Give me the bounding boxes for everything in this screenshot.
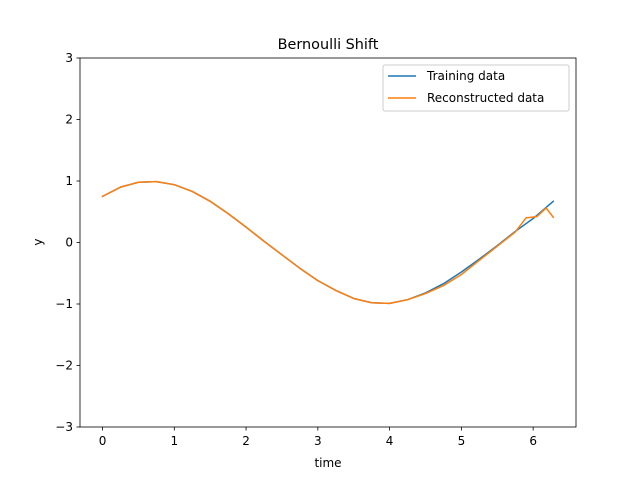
legend: Training data Reconstructed data (382, 64, 570, 112)
legend-box (382, 64, 570, 112)
y-tick-label: 0 (65, 236, 73, 250)
x-tick-label: 0 (99, 434, 107, 448)
y-tick-label: −1 (55, 297, 73, 311)
y-tick-label: 2 (65, 113, 73, 127)
y-tick-label: −3 (55, 420, 73, 434)
legend-label-reconstructed: Reconstructed data (427, 91, 544, 105)
plot-lines (101, 180, 555, 305)
x-axis-ticks: 0 1 2 3 4 5 6 (99, 427, 537, 448)
x-tick-label: 3 (314, 434, 322, 448)
x-axis-label: time (314, 456, 341, 470)
y-tick-label: −2 (55, 359, 73, 373)
axes-frame (79, 57, 577, 428)
x-tick-label: 4 (386, 434, 394, 448)
legend-label-training: Training data (426, 69, 505, 83)
x-tick-label: 6 (529, 434, 537, 448)
y-tick-label: 1 (65, 174, 73, 188)
x-tick-label: 5 (458, 434, 466, 448)
y-axis-label: y (31, 238, 45, 245)
x-tick-label: 2 (242, 434, 250, 448)
y-axis-ticks: −3 −2 −1 0 1 2 3 (55, 51, 80, 434)
x-tick-label: 1 (170, 434, 178, 448)
y-tick-label: 3 (65, 51, 73, 65)
series-line-reconstructed (101, 180, 555, 305)
chart-title: Bernoulli Shift (278, 37, 379, 53)
